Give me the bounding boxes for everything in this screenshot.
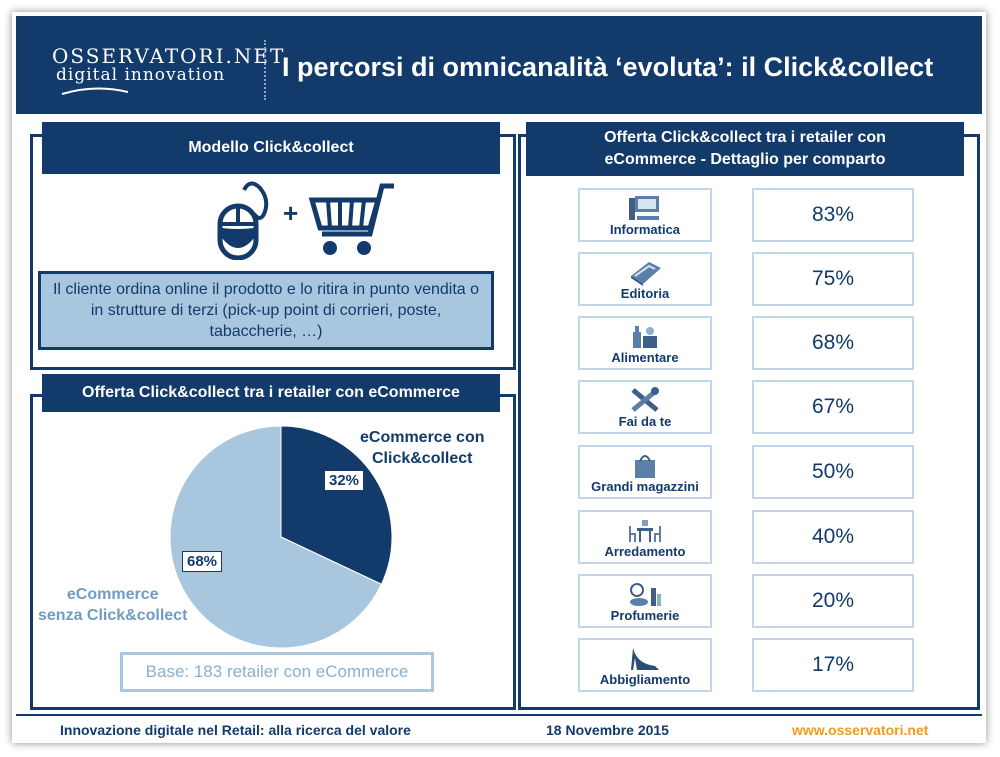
slice-label-without-line1: eCommerce xyxy=(66,586,159,603)
sector-value: 68% xyxy=(752,316,914,370)
sector-row-label: Arredamento xyxy=(578,510,712,564)
sector-name: Informatica xyxy=(609,222,681,237)
sector-panel-title: Offerta Click&collect tra i retailer con… xyxy=(526,122,964,176)
logo-top-text: OSSERVATORI.NET xyxy=(52,44,286,68)
sector-name: Editoria xyxy=(620,286,670,301)
sector-row-label: Editoria xyxy=(578,252,712,306)
header-separator xyxy=(264,40,266,100)
pie-slice-0 xyxy=(280,425,393,585)
sector-name: Profumerie xyxy=(610,608,680,623)
cosmetics-icon xyxy=(630,583,661,606)
footer-divider xyxy=(16,714,982,716)
header-bar xyxy=(16,16,982,114)
high-heel-icon xyxy=(631,648,659,670)
page-title: I percorsi di omnicanalità ‘evoluta’: il… xyxy=(282,52,934,82)
sector-name: Abbigliamento xyxy=(599,672,691,687)
pie-slice-1 xyxy=(169,425,383,649)
sector-value: 40% xyxy=(752,510,914,564)
sector-name: Arredamento xyxy=(604,544,686,559)
tools-icon xyxy=(631,387,659,412)
footer-url[interactable]: www.osservatori.net xyxy=(792,722,929,738)
plus-sign: + xyxy=(283,198,299,228)
sector-row-label: Fai da te xyxy=(578,380,712,434)
sector-row-label: Grandi magazzini xyxy=(578,445,712,499)
sector-row-label: Informatica xyxy=(578,188,712,242)
sector-row-label: Abbigliamento xyxy=(578,638,712,692)
sector-value: 20% xyxy=(752,574,914,628)
grocery-icon xyxy=(633,326,657,348)
sector-value: 83% xyxy=(752,188,914,242)
sector-value: 17% xyxy=(752,638,914,692)
sector-name: Fai da te xyxy=(618,414,672,429)
model-panel-title: Modello Click&collect xyxy=(42,122,500,174)
sector-name: Grandi magazzini xyxy=(591,479,699,494)
mouse-icon xyxy=(217,181,269,260)
slice-label-with-line1: eCommerce con xyxy=(360,429,485,446)
model-description: Il cliente ordina online il prodotto e l… xyxy=(38,271,494,350)
shopping-bag-icon xyxy=(635,455,655,478)
slice-label-without-line2: senza Click&collect xyxy=(38,607,188,624)
slice-label-without: eCommerce senza Click&collect xyxy=(38,584,187,626)
sector-row-label: Alimentare xyxy=(578,316,712,370)
slice-label-with: eCommerce con Click&collect xyxy=(360,427,485,469)
pie-panel-title: Offerta Click&collect tra i retailer con… xyxy=(42,374,500,412)
sector-title-line2: eCommerce - Dettaglio per comparto xyxy=(604,151,886,168)
footer-event-title: Innovazione digitale nel Retail: alla ri… xyxy=(60,722,411,738)
footer-date: 18 Novembre 2015 xyxy=(546,722,669,738)
sector-title-line1: Offerta Click&collect tra i retailer con xyxy=(604,129,886,146)
sector-value: 50% xyxy=(752,445,914,499)
pie-chart xyxy=(169,425,393,649)
sector-value: 75% xyxy=(752,252,914,306)
sector-value: 67% xyxy=(752,380,914,434)
sector-name: Alimentare xyxy=(611,350,679,365)
book-icon xyxy=(631,262,661,286)
slice-label-with-line2: Click&collect xyxy=(372,450,473,467)
furniture-icon xyxy=(629,520,661,542)
logo-swoosh-icon xyxy=(61,87,129,95)
base-note: Base: 183 retailer con eCommerce xyxy=(120,652,434,692)
shopping-cart-icon xyxy=(308,183,394,255)
slice-value-without: 68% xyxy=(182,551,223,572)
computer-icon xyxy=(629,196,659,220)
sector-row-label: Profumerie xyxy=(578,574,712,628)
logo-bottom-text: digital innovation xyxy=(56,65,226,85)
slice-value-with: 32% xyxy=(324,470,365,491)
